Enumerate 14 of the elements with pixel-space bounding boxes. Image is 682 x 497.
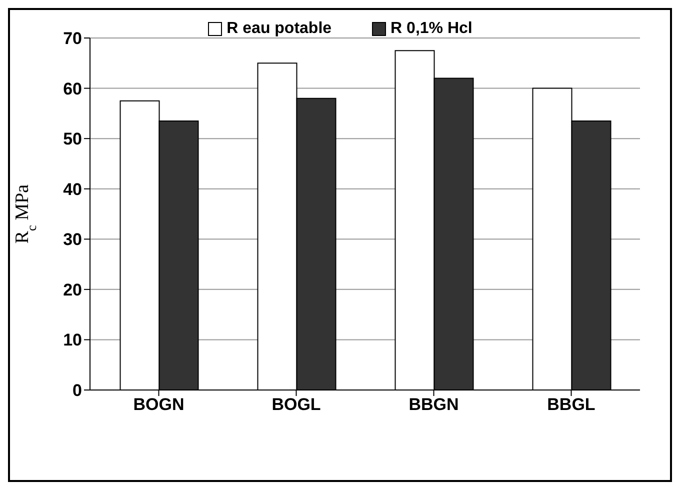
legend-label: R eau potable [226, 20, 332, 38]
y-tick-label: 20 [63, 280, 82, 300]
legend-label: R 0,1% Hcl [390, 20, 472, 38]
x-tick-label: BOGN [133, 395, 184, 414]
x-tick-label: BBGN [408, 395, 459, 414]
x-tick-label: BOGL [272, 395, 321, 414]
y-tick-label: 50 [63, 130, 82, 149]
y-tick-label: 70 [63, 29, 82, 48]
y-tick-label: 40 [63, 180, 82, 199]
y-tick-label: 60 [63, 79, 82, 98]
x-tick-label: BBGL [547, 395, 596, 414]
y-tick-label: 10 [63, 330, 82, 350]
y-tick-label: 30 [63, 230, 82, 250]
y-tick-label: 0 [72, 381, 82, 400]
